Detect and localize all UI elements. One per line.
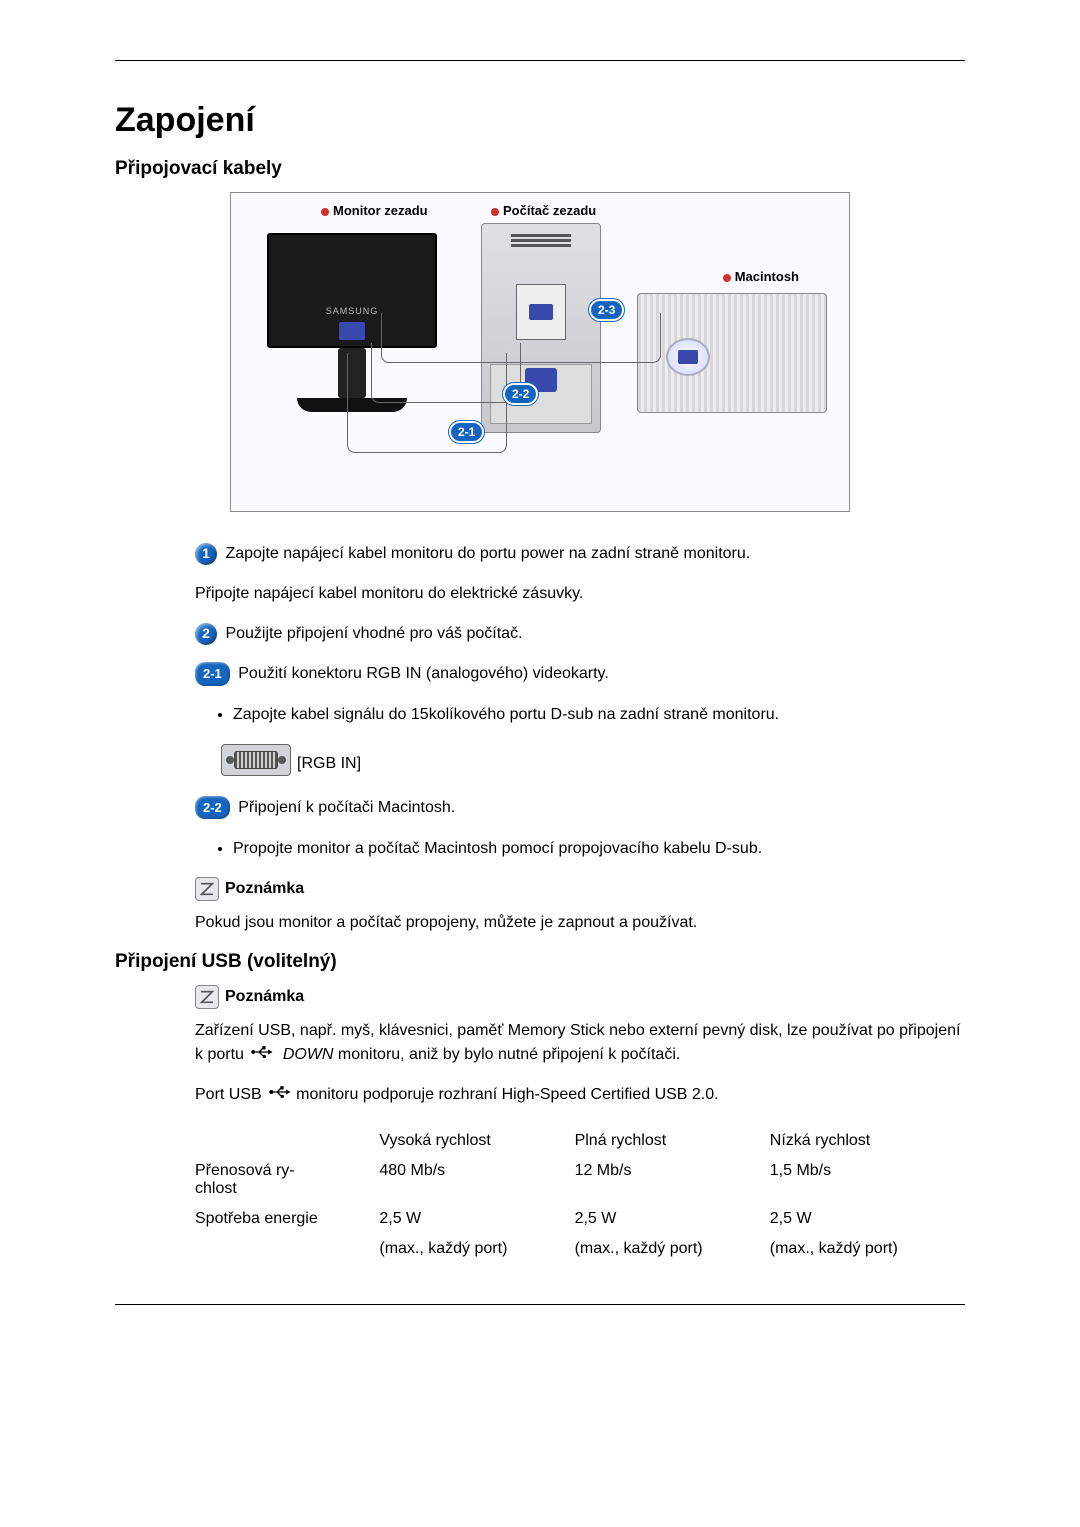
th-high-speed: Vysoká rychlost: [379, 1126, 574, 1156]
td-max-empty: [195, 1234, 379, 1264]
td-transfer-label: Přenosová ry-chlost: [195, 1156, 379, 1204]
td-max-ls: (max., každý port): [770, 1234, 965, 1264]
top-rule: [115, 60, 965, 61]
step-22-text: Připojení k počítači Macintosh.: [238, 799, 455, 816]
step-1: 1 Zapojte napájecí kabel monitoru do por…: [195, 542, 965, 566]
td-transfer-ls: 1,5 Mb/s: [770, 1156, 965, 1204]
step-21-bullets: Zapojte kabel signálu do 15kolíkového po…: [213, 702, 965, 728]
section-heading-cables: Připojovací kabely: [115, 158, 965, 180]
badge-1-icon: 1: [195, 543, 217, 565]
cable-23: [381, 313, 661, 363]
td-max-fs: (max., každý port): [575, 1234, 770, 1264]
table-row-max: (max., každý port) (max., každý port) (m…: [195, 1234, 965, 1264]
th-low-speed: Nízká rychlost: [770, 1126, 965, 1156]
usb-icon-2: [268, 1083, 294, 1107]
step-2-text: Použijte připojení vhodné pro váš počíta…: [225, 625, 522, 642]
td-power-ls: 2,5 W: [770, 1204, 965, 1234]
td-transfer-hs: 480 Mb/s: [379, 1156, 574, 1204]
usb-section-body: Poznámka Zařízení USB, např. myš, kláves…: [195, 985, 965, 1263]
td-power-label: Spotřeba energie: [195, 1204, 379, 1234]
badge-2-icon: 2: [195, 623, 217, 645]
step-22-bullet-1: Propojte monitor a počítač Macintosh pom…: [233, 836, 965, 862]
step-2-2: 2-2 Připojení k počítači Macintosh.: [195, 796, 965, 820]
table-row-power: Spotřeba energie 2,5 W 2,5 W 2,5 W: [195, 1204, 965, 1234]
step-1-follow: Připojte napájecí kabel monitoru do elek…: [195, 582, 965, 606]
table-row-transfer: Přenosová ry-chlost 480 Mb/s 12 Mb/s 1,5…: [195, 1156, 965, 1204]
usb-text-b: monitoru, aniž by bylo nutné připojení k…: [333, 1046, 680, 1063]
usb-down-word: DOWN: [283, 1046, 334, 1063]
vga-connector-icon: [221, 744, 291, 776]
diagram-label-mac: Macintosh: [723, 269, 799, 284]
diagram-label-pc: Počítač zezadu: [491, 203, 596, 218]
usb-note-paragraph: Zařízení USB, např. myš, klávesnici, pam…: [195, 1019, 965, 1067]
diagram-mac: [637, 293, 827, 413]
step-22-bullets: Propojte monitor a počítač Macintosh pom…: [213, 836, 965, 862]
step-2: 2 Použijte připojení vhodné pro váš počí…: [195, 622, 965, 646]
diagram-label-monitor: Monitor zezadu: [321, 203, 428, 218]
step-21-bullet-1: Zapojte kabel signálu do 15kolíkového po…: [233, 702, 965, 728]
th-full-speed: Plná rychlost: [575, 1126, 770, 1156]
diagram-badge-21: 2-1: [451, 423, 482, 441]
note-2-header: Poznámka: [195, 985, 965, 1009]
step-21-text: Použití konektoru RGB IN (analogového) v…: [238, 665, 609, 682]
td-power-hs: 2,5 W: [379, 1204, 574, 1234]
step-1-text: Zapojte napájecí kabel monitoru do portu…: [225, 545, 750, 562]
diagram-container: Monitor zezadu Počítač zezadu Macintosh …: [115, 192, 965, 512]
bottom-rule: [115, 1304, 965, 1305]
usb-speed-table: Vysoká rychlost Plná rychlost Nízká rych…: [195, 1126, 965, 1264]
step-2-1: 2-1 Použití konektoru RGB IN (analogovéh…: [195, 662, 965, 686]
note-1-header: Poznámka: [195, 877, 965, 901]
body-content: 1 Zapojte napájecí kabel monitoru do por…: [195, 542, 965, 935]
connection-diagram: Monitor zezadu Počítač zezadu Macintosh …: [230, 192, 850, 512]
usb-support-a: Port USB: [195, 1087, 266, 1104]
note-2-label: Poznámka: [225, 988, 304, 1006]
note-icon-2: [195, 985, 219, 1009]
note-icon: [195, 877, 219, 901]
td-power-fs: 2,5 W: [575, 1204, 770, 1234]
td-transfer-fs: 12 Mb/s: [575, 1156, 770, 1204]
th-empty: [195, 1126, 379, 1156]
diagram-badge-23: 2-3: [591, 301, 622, 319]
section-heading-usb: Připojení USB (volitelný): [115, 951, 965, 973]
rgb-connector-row: [RGB IN]: [221, 744, 965, 776]
usb-icon-1: [250, 1043, 276, 1067]
table-header-row: Vysoká rychlost Plná rychlost Nízká rych…: [195, 1126, 965, 1156]
diagram-badge-22: 2-2: [505, 385, 536, 403]
usb-support-paragraph: Port USB monitoru podporuje rozhraní Hig…: [195, 1083, 965, 1107]
usb-support-b: monitoru podporuje rozhraní High-Speed C…: [296, 1087, 718, 1104]
page-title: Zapojení: [115, 101, 965, 140]
badge-22-icon: 2-2: [195, 796, 230, 820]
badge-21-icon: 2-1: [195, 662, 230, 686]
td-max-hs: (max., každý port): [379, 1234, 574, 1264]
note-1-text: Pokud jsou monitor a počítač propojeny, …: [195, 911, 965, 935]
diagram-monitor-brand: SAMSUNG: [326, 306, 379, 316]
rgb-in-label: [RGB IN]: [297, 752, 361, 776]
note-1-label: Poznámka: [225, 880, 304, 898]
